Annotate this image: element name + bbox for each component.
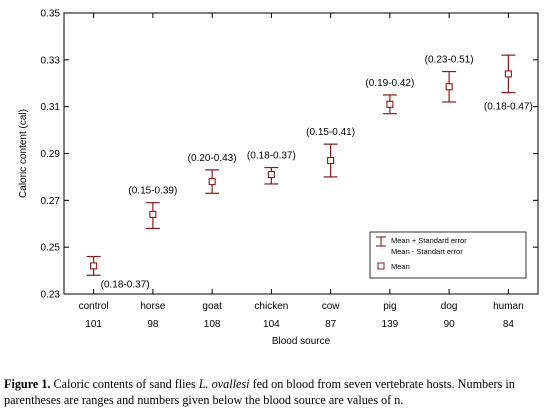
range-label: (0.23-0.51): [425, 55, 474, 66]
y-tick-label: 0.31: [41, 102, 61, 113]
n-value-label: 139: [382, 319, 399, 330]
n-value-label: 87: [325, 319, 337, 330]
caption-text-before: Caloric contents of sand flies: [50, 377, 199, 391]
caption-label: Figure 1.: [4, 377, 51, 391]
x-tick-label: chicken: [254, 301, 288, 312]
y-tick-label: 0.33: [41, 55, 61, 66]
n-value-label: 101: [85, 319, 102, 330]
legend-error-label-1: Mean + Standard error: [391, 236, 467, 245]
n-value-label: 98: [147, 319, 159, 330]
legend-mean-marker: [377, 262, 385, 270]
y-tick-label: 0.27: [41, 196, 61, 207]
mean-marker: [504, 70, 512, 78]
n-value-label: 108: [204, 319, 221, 330]
n-value-label: 84: [503, 319, 515, 330]
caption-species: L. ovallesi: [198, 377, 250, 391]
x-tick-label: horse: [140, 301, 165, 312]
mean-marker: [149, 210, 157, 218]
range-label: (0.18-0.37): [247, 151, 296, 162]
x-tick-label: dog: [441, 301, 458, 312]
y-tick-label: 0.25: [41, 243, 61, 254]
legend-error-label-2: Mean - Standart error: [391, 247, 463, 256]
mean-marker: [327, 156, 335, 165]
range-label: (0.19-0.42): [365, 78, 414, 89]
y-tick-label: 0.35: [41, 9, 61, 20]
figure-caption: Figure 1. Caloric contents of sand flies…: [4, 376, 546, 408]
legend-box: [369, 231, 527, 279]
x-axis-title: Blood source: [272, 336, 331, 347]
x-tick-label: goat: [202, 301, 222, 312]
mean-marker: [90, 262, 98, 270]
y-tick-label: 0.29: [41, 149, 61, 160]
chart: 0.23 0.25 0.27 0.29 0.31 0.33 0.35 control 101 ho…: [18, 9, 539, 347]
y-tick-label: 0.23: [41, 290, 61, 301]
y-axis-title: Caloric content (cal): [18, 109, 29, 198]
legend-mean-label: Mean: [391, 262, 410, 271]
x-tick-label: pig: [383, 301, 396, 312]
x-tick-label: cow: [322, 301, 341, 312]
range-label: (0.18-0.37): [101, 279, 150, 290]
mean-marker: [267, 171, 275, 179]
n-value-label: 90: [444, 319, 456, 330]
range-label: (0.20-0.43): [188, 153, 237, 164]
range-label: (0.15-0.39): [128, 186, 177, 197]
mean-marker: [386, 100, 394, 108]
range-label: (0.18-0.47): [484, 102, 533, 113]
mean-marker: [445, 83, 453, 91]
mean-marker: [208, 178, 216, 186]
x-tick-label: human: [493, 301, 524, 312]
n-value-label: 104: [263, 319, 280, 330]
range-label: (0.15-0.41): [306, 127, 355, 138]
x-tick-label: control: [79, 301, 109, 312]
caption-text-after: fed on blood from seven vertebrate hosts…: [4, 377, 515, 407]
